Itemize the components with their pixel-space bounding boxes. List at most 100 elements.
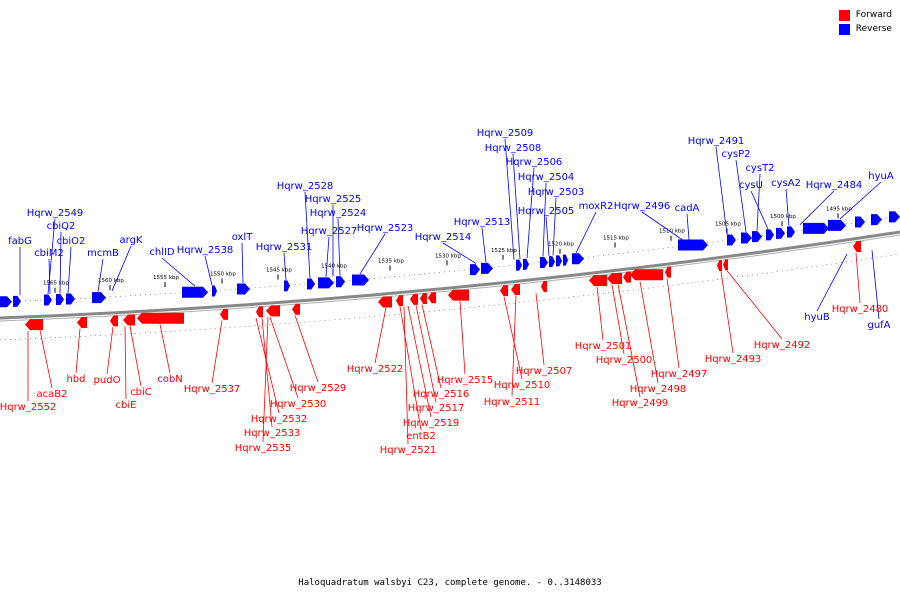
legend-item-forward: Forward <box>838 8 892 22</box>
gene-label: Hqrw_2505 <box>518 206 575 217</box>
reverse-gene <box>307 278 315 290</box>
gene-leader-line <box>403 306 409 445</box>
gene-label: Hqrw_2523 <box>357 223 414 234</box>
gene-leader-line <box>159 324 171 374</box>
scale-tick-label: 1495 kbp <box>826 206 852 212</box>
gene-label: oxlT <box>232 232 254 243</box>
scale-tick-label: 1520 kbp <box>548 242 574 248</box>
gene-leader-line <box>255 318 280 414</box>
gene-label: Hqrw_2497 <box>651 369 708 380</box>
gene-label: Hqrw_2499 <box>612 398 669 409</box>
gene-label: Hqrw_2537 <box>184 384 241 395</box>
gene-leader-line <box>111 245 132 292</box>
gene-label: cysT2 <box>745 163 774 174</box>
forward-gene <box>665 266 671 278</box>
gene-label: Hqrw_2492 <box>754 340 811 351</box>
gene-leader-line <box>67 246 72 294</box>
gene-leader-line <box>415 305 437 403</box>
gene-leader-line <box>204 255 213 286</box>
forward-gene <box>630 269 663 281</box>
gene-leader-line <box>504 138 515 260</box>
gene-label: Hqrw_2530 <box>270 399 327 410</box>
forward-gene <box>448 289 469 301</box>
gene-leader-line <box>535 293 545 366</box>
gene-label: Hqrw_2535 <box>235 443 292 454</box>
gene-leader-line <box>106 326 114 375</box>
reverse-gene <box>182 286 208 298</box>
reverse-gene <box>540 256 548 268</box>
gene-label: Hqrw_2511 <box>484 397 541 408</box>
gene-leader-line <box>211 320 223 384</box>
gene-label: gufA <box>867 320 890 331</box>
gene-leader-line <box>407 305 432 418</box>
gene-leader-line <box>750 190 769 230</box>
gene-label: Hqrw_2500 <box>596 355 653 366</box>
reverse-gene <box>572 253 584 265</box>
reverse-gene <box>766 229 774 241</box>
gene-leader-line <box>617 284 641 398</box>
gene-label: hyuB <box>804 312 830 323</box>
gene-label: cysP2 <box>721 149 750 160</box>
gene-label: Hqrw_2480 <box>832 304 889 315</box>
gene-leader-line <box>611 284 625 355</box>
gene-leader-line <box>241 242 244 284</box>
gene-label: Hqrw_2531 <box>256 242 313 253</box>
gene-label: cysU <box>739 180 763 191</box>
forward-gene <box>137 312 184 324</box>
scale-tick-label: 1550 kbp <box>210 271 236 277</box>
forward-gene <box>853 240 861 252</box>
scale-tick-label: 1515 kbp <box>603 235 629 241</box>
gene-label: cbiQ2 <box>47 221 76 232</box>
reverse-gene <box>828 219 846 231</box>
forward-gene <box>428 292 436 304</box>
gene-label: Hqrw_2525 <box>305 194 362 205</box>
legend: Forward Reverse <box>838 8 892 36</box>
gene-label: hbd <box>66 374 85 385</box>
reverse-gene <box>237 283 250 295</box>
scale-tick-label: 1525 kbp <box>491 248 517 254</box>
gene-label: Hqrw_2517 <box>408 403 465 414</box>
gene-label: cbiM2 <box>34 248 64 259</box>
scale-tick-label: 1510 kbp <box>659 229 685 235</box>
gene-leader-line <box>374 307 387 364</box>
reverse-gene <box>92 292 106 304</box>
reverse-gene <box>678 239 708 251</box>
scale-tick-label: 1555 kbp <box>153 275 179 281</box>
gene-leader-line <box>756 173 761 231</box>
gene-label: Hqrw_2501 <box>575 341 632 352</box>
forward-gene <box>110 315 118 327</box>
reverse-gene <box>787 226 795 238</box>
gene-leader-line <box>720 271 734 354</box>
reverse-gene <box>803 222 829 234</box>
gene-leader-line <box>726 270 783 340</box>
gene-label: Hqrw_2507 <box>516 366 573 377</box>
forward-gene <box>607 273 622 285</box>
gene-leader-line <box>459 301 466 375</box>
reverse-gene <box>889 211 900 223</box>
gene-label: Hqrw_2510 <box>494 380 551 391</box>
forward-gene <box>292 303 300 315</box>
gene-leader-line <box>575 211 597 254</box>
gene-label: Hqrw_2533 <box>244 428 301 439</box>
gene-label: Hqrw_2522 <box>347 364 404 375</box>
gene-label: Hqrw_2513 <box>454 217 511 228</box>
forward-gene <box>220 308 228 320</box>
reverse-gene <box>318 277 334 289</box>
forward-gene <box>396 295 403 307</box>
reverse-gene <box>0 296 12 308</box>
forward-gene <box>25 319 43 331</box>
gene-leader-line <box>641 211 684 241</box>
gene-label: Hqrw_2524 <box>310 208 367 219</box>
gene-label: cobN <box>157 374 182 385</box>
gene-label: Hqrw_2527 <box>301 226 358 237</box>
gene-leader-line <box>666 278 680 369</box>
gene-label: moxR2 <box>579 201 614 212</box>
gene-label: cbiC <box>130 387 152 398</box>
gene-leader-line <box>304 191 311 279</box>
reverse-track-line <box>0 215 900 303</box>
gene-leader-line <box>481 227 487 263</box>
scale-tick-label: 1535 kbp <box>378 259 404 265</box>
genome-backbone <box>0 230 900 320</box>
reverse-gene <box>212 285 217 297</box>
